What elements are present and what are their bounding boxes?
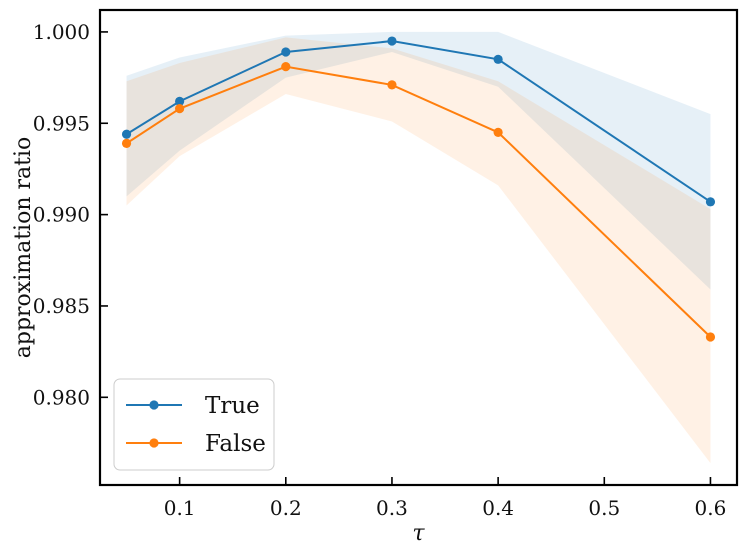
plot-frame <box>98 8 739 487</box>
x-tick-label: 0.4 <box>482 496 514 520</box>
band-false <box>126 37 711 464</box>
point-true-4 <box>493 54 503 64</box>
y-tick-label: 0.985 <box>33 294 90 318</box>
x-tick-label: 0.2 <box>270 496 302 520</box>
x-axis-ticks: 0.1 0.2 0.3 0.4 0.5 0.6 <box>164 477 727 520</box>
legend-marker-true <box>149 400 159 410</box>
point-false-4 <box>493 127 503 138</box>
legend-marker-false <box>149 438 159 448</box>
point-true-5 <box>705 197 716 207</box>
series-lines <box>125 40 712 338</box>
x-axis-label: τ <box>412 521 425 546</box>
legend: True False <box>113 378 275 471</box>
point-false-0 <box>121 138 132 148</box>
x-tick-label: 0.1 <box>164 496 196 520</box>
legend-label-true: True <box>205 393 260 419</box>
point-false-1 <box>175 104 185 114</box>
y-tick-label: 0.990 <box>33 203 90 227</box>
band-true <box>126 31 711 290</box>
series-points <box>121 36 716 342</box>
legend-label-false: False <box>205 431 266 457</box>
y-tick-label: 0.995 <box>33 111 90 135</box>
y-tick-label: 0.980 <box>33 385 90 409</box>
line-true <box>126 40 712 203</box>
y-axis-label: approximation ratio <box>11 137 36 359</box>
point-true-2 <box>281 47 291 57</box>
point-true-1 <box>175 96 185 106</box>
x-tick-label: 0.3 <box>376 496 408 520</box>
line-false <box>125 65 712 338</box>
x-tick-label: 0.6 <box>695 496 727 520</box>
point-false-2 <box>281 62 291 72</box>
point-false-3 <box>387 80 397 90</box>
y-tick-label: 1.000 <box>33 20 90 44</box>
y-axis-ticks: 0.980 0.985 0.990 0.995 1.000 <box>33 20 108 409</box>
point-true-0 <box>121 129 132 139</box>
point-false-5 <box>705 332 716 342</box>
point-true-3 <box>387 36 397 46</box>
x-tick-label: 0.5 <box>588 496 620 520</box>
confidence-bands <box>126 31 711 464</box>
